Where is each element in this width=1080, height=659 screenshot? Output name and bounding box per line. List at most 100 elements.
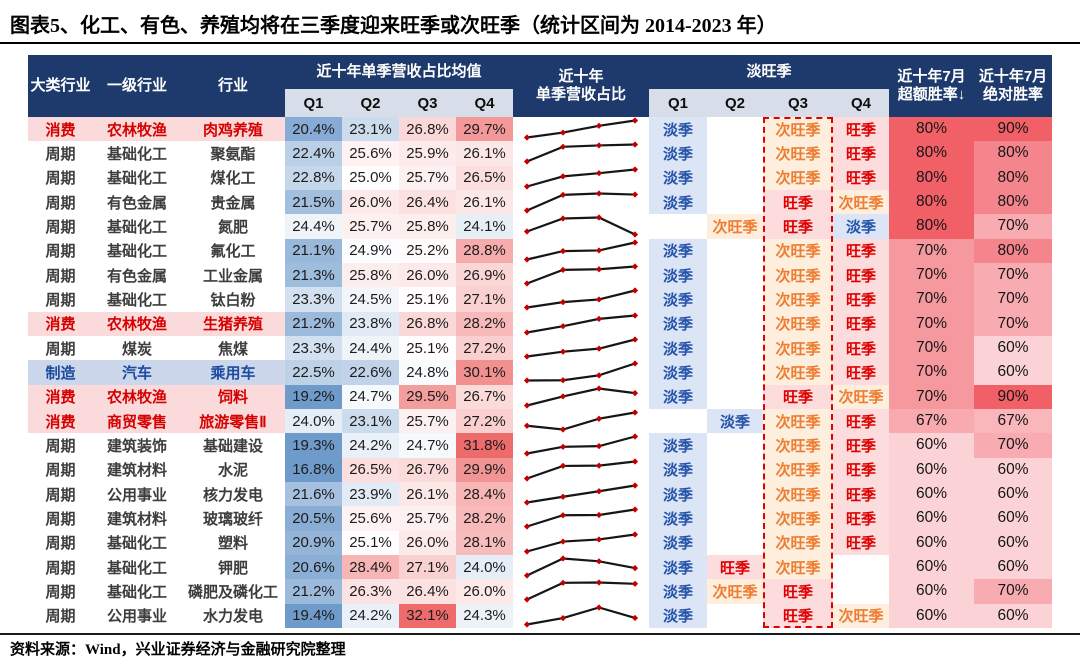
sparkline-cell	[513, 506, 649, 531]
absolute-winrate-cell: 70%	[974, 433, 1052, 458]
qavg-cell-q4: 28.2%	[456, 506, 513, 531]
qavg-cell-q4: 24.1%	[456, 214, 513, 239]
revenue-share-sparkline	[523, 360, 639, 385]
sector-cell: 核力发电	[202, 486, 263, 504]
industry-cell: 农林牧渔	[93, 384, 181, 409]
season-cell-q2: 旺季	[707, 554, 763, 580]
season-cell-q3: 次旺季	[763, 554, 833, 580]
qavg-cell-q4: 29.7%	[456, 117, 513, 142]
excess-winrate-cell: 70%	[889, 311, 974, 336]
sparkline-cell	[513, 360, 649, 385]
spark-marker	[559, 173, 567, 180]
sector-cell: 生猪养殖	[181, 311, 285, 336]
spark-marker	[631, 166, 639, 173]
category-cell: 周期	[45, 608, 76, 626]
spark-marker	[595, 169, 603, 177]
industry-cell: 有色金属	[106, 194, 167, 212]
qavg-cell-q4: 27.2%	[456, 408, 513, 434]
spark-marker	[523, 621, 531, 628]
revenue-share-sparkline	[523, 141, 639, 166]
subheader-avg-q3: Q3	[399, 89, 456, 117]
sector-cell: 氮肥	[217, 218, 248, 236]
spark-marker	[595, 512, 603, 519]
sparkline-cell	[513, 482, 649, 506]
header-excess-winrate: 近十年7月 超额胜率↓	[889, 55, 974, 117]
spark-marker	[559, 266, 567, 274]
header-trend: 近十年 单季营收占比	[513, 55, 649, 117]
category-cell: 周期	[45, 340, 76, 358]
qavg-cell-q2: 25.6%	[342, 506, 399, 531]
season-cell-q4: 旺季	[833, 287, 889, 312]
qavg-cell-q2: 28.4%	[342, 554, 399, 580]
season-cell-q1: 淡季	[649, 141, 707, 166]
header-avg-group: 近十年单季营收占比均值	[285, 55, 513, 89]
spark-marker	[523, 572, 531, 579]
excess-winrate-cell: 60%	[889, 481, 974, 507]
season-cell-q3: 次旺季	[763, 287, 833, 312]
industry-cell: 基础化工	[106, 170, 167, 188]
spark-marker	[631, 231, 639, 239]
qavg-cell-q1: 20.9%	[285, 530, 342, 555]
spark-marker	[631, 312, 639, 319]
spark-marker	[595, 385, 603, 392]
industry-cell: 基础化工	[106, 243, 167, 261]
season-cell-q1: 淡季	[649, 579, 707, 604]
qavg-cell-q1: 23.3%	[285, 335, 342, 361]
spark-marker	[595, 142, 603, 150]
season-cell-q4: 旺季	[833, 335, 889, 361]
season-cell-q1: 淡季	[649, 554, 707, 580]
qavg-cell-q3: 25.7%	[399, 408, 456, 434]
spark-marker	[595, 558, 603, 565]
revenue-share-sparkline	[523, 433, 639, 458]
subheader-season-q2: Q2	[707, 89, 763, 117]
spark-marker	[559, 129, 567, 136]
spark-marker	[595, 579, 603, 586]
season-cell-q3: 旺季	[763, 384, 833, 409]
industry-cell: 建筑装饰	[106, 437, 167, 455]
qavg-cell-q1: 21.2%	[285, 579, 342, 604]
spark-marker	[559, 322, 567, 330]
season-cell-q1: 淡季	[649, 262, 707, 288]
excess-winrate-cell: 60%	[889, 603, 974, 628]
absolute-winrate-cell: 70%	[974, 311, 1052, 336]
header-season-group: 淡旺季	[649, 55, 889, 89]
absolute-winrate-cell: 60%	[974, 603, 1052, 628]
season-cell-q3: 旺季	[763, 579, 833, 604]
excess-winrate-cell: 80%	[889, 117, 974, 142]
spark-marker	[559, 299, 567, 306]
subheader-avg-q4: Q4	[456, 89, 513, 117]
spark-marker	[631, 141, 639, 149]
sparkline-cell	[513, 214, 649, 239]
qavg-cell-q4: 26.1%	[456, 189, 513, 215]
spark-marker	[523, 329, 531, 336]
season-cell-q2	[707, 312, 763, 336]
season-cell-q3: 次旺季	[763, 433, 833, 458]
qavg-cell-q1: 24.0%	[285, 408, 342, 434]
season-cell-q1: 淡季	[649, 311, 707, 336]
qavg-cell-q1: 20.5%	[285, 506, 342, 531]
industry-cell: 汽车	[93, 360, 181, 385]
spark-marker	[559, 191, 567, 199]
excess-winrate-cell: 60%	[889, 554, 974, 580]
category-cell: 消费	[28, 311, 93, 336]
season-cell-q3: 次旺季	[763, 360, 833, 385]
spark-marker	[595, 266, 603, 273]
qavg-cell-q1: 21.6%	[285, 481, 342, 507]
spark-marker	[631, 581, 639, 588]
qavg-cell-q2: 25.6%	[342, 141, 399, 166]
spark-marker	[523, 228, 531, 236]
absolute-winrate-cell: 80%	[974, 165, 1052, 190]
absolute-winrate-cell: 80%	[974, 189, 1052, 215]
season-cell-q2	[707, 263, 763, 287]
qavg-cell-q4: 26.5%	[456, 165, 513, 190]
spark-marker	[631, 336, 639, 343]
season-cell-q4: 旺季	[833, 141, 889, 166]
seasonality-table: 大类行业 一级行业 行业 近十年单季营收占比均值 近十年 单季营收占比 淡旺季 …	[28, 55, 1052, 628]
revenue-share-sparkline	[523, 458, 639, 482]
qavg-cell-q4: 31.8%	[456, 433, 513, 458]
season-cell-q4	[833, 555, 889, 579]
qavg-cell-q3: 24.7%	[399, 433, 456, 458]
season-cell-q3: 旺季	[763, 214, 833, 239]
spark-marker	[595, 296, 603, 304]
season-cell-q3: 次旺季	[763, 506, 833, 531]
